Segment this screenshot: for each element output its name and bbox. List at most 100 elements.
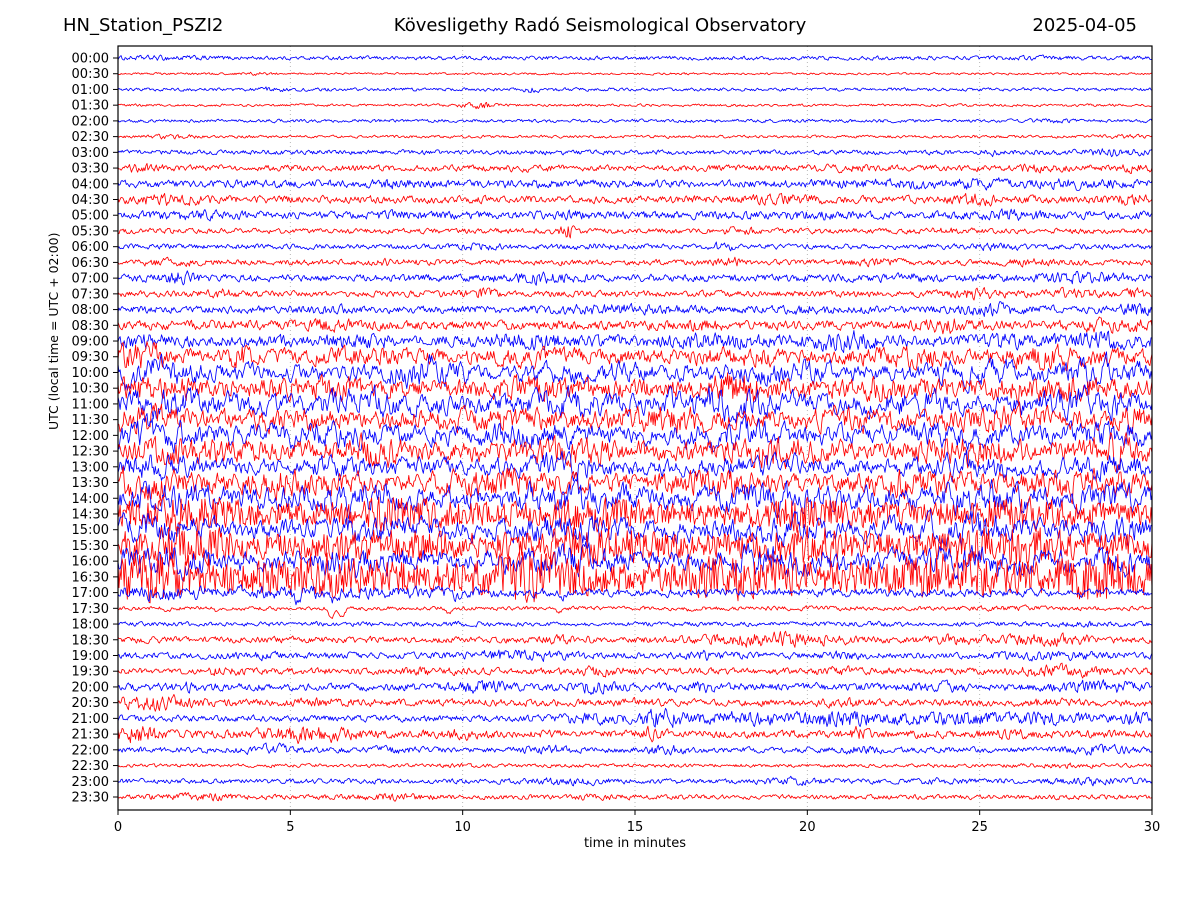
y-tick-label: 21:00: [72, 712, 109, 727]
y-tick-label: 09:30: [72, 350, 109, 365]
y-tick-label: 16:30: [72, 570, 109, 585]
trace-11:30: [118, 401, 1152, 435]
y-tick-label: 22:00: [72, 743, 109, 758]
trace-17:00: [118, 584, 1152, 606]
trace-18:00: [118, 620, 1152, 628]
trace-06:30: [118, 256, 1152, 268]
y-tick-label: 13:00: [72, 460, 109, 475]
x-tick-label: 5: [286, 820, 294, 835]
trace-04:30: [118, 192, 1152, 207]
x-axis-label: time in minutes: [583, 836, 687, 851]
trace-22:00: [118, 742, 1152, 756]
x-tick-label: 25: [971, 820, 988, 835]
y-tick-label: 03:00: [72, 146, 109, 161]
y-tick-label: 21:30: [72, 728, 109, 743]
trace-03:30: [118, 163, 1152, 174]
y-tick-label: 22:30: [72, 759, 109, 774]
x-tick-label: 0: [114, 820, 122, 835]
y-tick-label: 16:00: [72, 555, 109, 570]
trace-21:30: [118, 725, 1152, 745]
y-tick-label: 11:30: [72, 413, 109, 428]
trace-04:00: [118, 177, 1152, 191]
date-label: 2025-04-05: [1032, 15, 1137, 36]
y-tick-label: 05:00: [72, 209, 109, 224]
y-tick-label: 02:30: [72, 130, 109, 145]
y-tick-label: 12:00: [72, 429, 109, 444]
trace-15:00: [118, 509, 1152, 548]
y-tick-label: 20:30: [72, 696, 109, 711]
trace-12:30: [118, 432, 1152, 473]
y-tick-label: 03:30: [72, 162, 109, 177]
trace-07:30: [118, 286, 1152, 301]
y-tick-label: 05:30: [72, 224, 109, 239]
y-tick-label: 11:00: [72, 397, 109, 412]
y-tick-label: 02:00: [72, 114, 109, 129]
y-tick-label: 10:30: [72, 382, 109, 397]
y-tick-label: 18:00: [72, 618, 109, 633]
trace-13:00: [118, 449, 1152, 483]
y-tick-label: 00:00: [72, 52, 109, 67]
trace-17:30: [118, 604, 1152, 619]
trace-10:00: [118, 351, 1152, 394]
trace-09:00: [118, 330, 1152, 354]
y-tick-label: 07:30: [72, 287, 109, 302]
y-tick-label: 15:00: [72, 523, 109, 538]
y-tick-label: 01:30: [72, 99, 109, 114]
y-tick-label: 17:00: [72, 586, 109, 601]
y-tick-label: 06:00: [72, 240, 109, 255]
trace-14:00: [118, 475, 1152, 520]
y-tick-label: 14:30: [72, 507, 109, 522]
trace-05:30: [118, 225, 1152, 239]
y-tick-label: 08:30: [72, 319, 109, 334]
y-tick-label: 08:00: [72, 303, 109, 318]
trace-20:30: [118, 693, 1152, 712]
y-tick-label: 04:00: [72, 177, 109, 192]
y-tick-label: 10:00: [72, 366, 109, 381]
trace-14:30: [118, 496, 1152, 534]
observatory-title: Kövesligethy Radó Seismological Observat…: [393, 15, 807, 36]
y-tick-label: 19:00: [72, 649, 109, 664]
y-tick-label: 20:00: [72, 680, 109, 695]
trace-00:30: [118, 71, 1152, 76]
trace-01:30: [118, 101, 1152, 110]
trace-08:30: [118, 316, 1152, 335]
trace-07:00: [118, 270, 1152, 286]
y-tick-label: 12:30: [72, 445, 109, 460]
trace-02:30: [118, 133, 1152, 140]
y-tick-label: 00:30: [72, 67, 109, 82]
y-tick-label: 09:00: [72, 335, 109, 350]
trace-09:30: [118, 341, 1152, 372]
x-tick-label: 10: [454, 820, 471, 835]
trace-16:00: [118, 541, 1152, 583]
title-row: HN_Station_PSZI2 Kövesligethy Radó Seism…: [0, 15, 1200, 39]
trace-20:00: [118, 679, 1152, 695]
trace-21:00: [118, 707, 1152, 728]
y-tick-label: 06:30: [72, 256, 109, 271]
y-tick-label: 23:00: [72, 775, 109, 790]
y-tick-label: 15:30: [72, 539, 109, 554]
y-tick-label: 19:30: [72, 665, 109, 680]
y-tick-label: 13:30: [72, 476, 109, 491]
y-tick-label: 07:00: [72, 272, 109, 287]
trace-22:30: [118, 762, 1152, 770]
trace-00:00: [118, 54, 1152, 61]
x-tick-label: 30: [1144, 820, 1161, 835]
y-tick-label: 18:30: [72, 633, 109, 648]
x-tick-label: 20: [799, 820, 816, 835]
trace-01:00: [118, 86, 1152, 94]
y-tick-label: 01:00: [72, 83, 109, 98]
trace-23:30: [118, 792, 1152, 802]
trace-19:30: [118, 662, 1152, 679]
trace-05:00: [118, 208, 1152, 222]
y-tick-label: 04:30: [72, 193, 109, 208]
trace-08:00: [118, 301, 1152, 317]
trace-10:30: [118, 372, 1152, 404]
x-tick-label: 15: [627, 820, 644, 835]
trace-03:00: [118, 148, 1152, 158]
trace-23:00: [118, 775, 1152, 787]
trace-19:00: [118, 649, 1152, 662]
station-title: HN_Station_PSZI2: [63, 15, 224, 36]
y-tick-label: 14:00: [72, 492, 109, 507]
